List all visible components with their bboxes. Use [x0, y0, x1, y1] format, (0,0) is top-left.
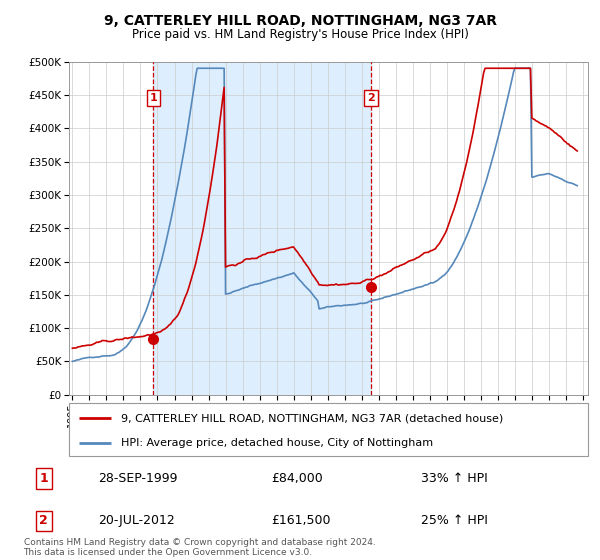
Text: £84,000: £84,000: [271, 472, 323, 485]
Text: 9, CATTERLEY HILL ROAD, NOTTINGHAM, NG3 7AR: 9, CATTERLEY HILL ROAD, NOTTINGHAM, NG3 …: [104, 14, 497, 28]
Text: 28-SEP-1999: 28-SEP-1999: [98, 472, 178, 485]
Text: 1: 1: [149, 94, 157, 103]
Text: HPI: Average price, detached house, City of Nottingham: HPI: Average price, detached house, City…: [121, 438, 433, 448]
Text: 2: 2: [367, 94, 375, 103]
Text: 25% ↑ HPI: 25% ↑ HPI: [421, 515, 488, 528]
Text: 1: 1: [40, 472, 48, 485]
Text: Price paid vs. HM Land Registry's House Price Index (HPI): Price paid vs. HM Land Registry's House …: [131, 28, 469, 41]
Text: 9, CATTERLEY HILL ROAD, NOTTINGHAM, NG3 7AR (detached house): 9, CATTERLEY HILL ROAD, NOTTINGHAM, NG3 …: [121, 413, 503, 423]
FancyBboxPatch shape: [69, 403, 588, 456]
Text: 2: 2: [40, 515, 48, 528]
Text: 33% ↑ HPI: 33% ↑ HPI: [421, 472, 488, 485]
Text: 20-JUL-2012: 20-JUL-2012: [98, 515, 175, 528]
Bar: [153, 62, 371, 395]
Text: £161,500: £161,500: [271, 515, 331, 528]
Text: Contains HM Land Registry data © Crown copyright and database right 2024.
This d: Contains HM Land Registry data © Crown c…: [23, 538, 375, 557]
